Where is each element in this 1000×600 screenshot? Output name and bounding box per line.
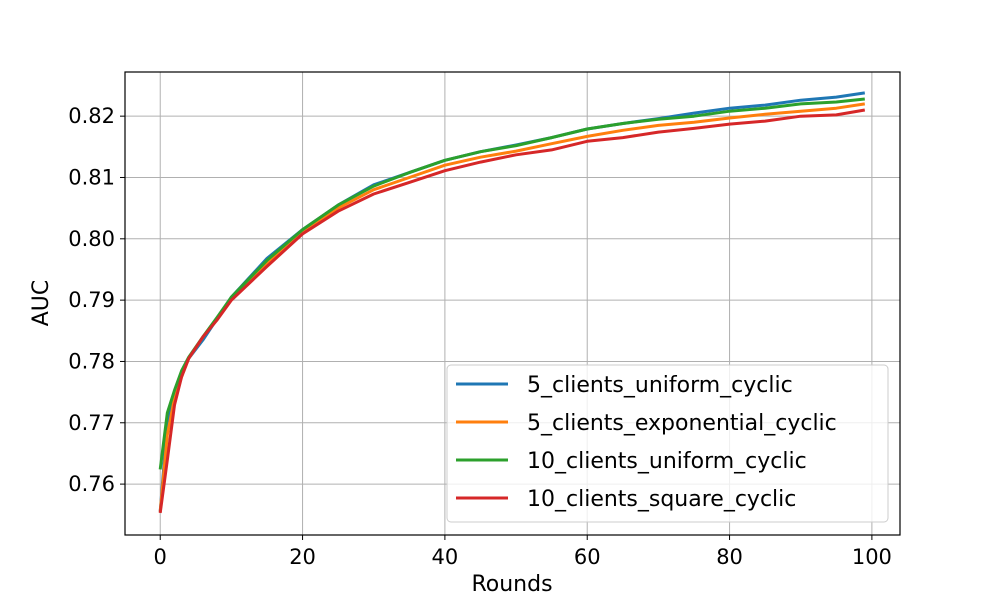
x-tick-label: 20 [289, 545, 316, 569]
series-line-10_clients_square_cyclic [158, 108, 866, 514]
x-axis-label: Rounds [471, 572, 552, 597]
legend-box [446, 364, 889, 523]
y-axis-label: AUC [29, 280, 54, 327]
legend: 5_clients_uniform_cyclic 5_clients_expone… [446, 364, 889, 523]
legend-label: 5_clients_uniform_cyclic [527, 373, 793, 398]
series-lines [158, 91, 866, 514]
legend-label: 10_clients_square_cyclic [527, 487, 796, 512]
x-tick-label: 0 [154, 545, 167, 569]
y-tick-label: 0.80 [68, 227, 115, 251]
grid [125, 72, 900, 535]
y-tick-label: 0.78 [68, 349, 115, 373]
x-tick-label: 60 [574, 545, 601, 569]
plot-frame [124, 71, 901, 536]
y-tick-label: 0.81 [68, 165, 115, 189]
x-tick-label: 100 [852, 545, 892, 569]
legend-label: 10_clients_uniform_cyclic [527, 449, 807, 474]
x-tick-label: 40 [432, 545, 459, 569]
y-tick-label: 0.76 [68, 472, 115, 496]
legend-label: 5_clients_exponential_cyclic [527, 411, 837, 436]
y-tick-label: 0.82 [68, 104, 115, 128]
y-tick-label: 0.77 [68, 411, 115, 435]
x-tick-label: 80 [716, 545, 743, 569]
y-tick-label: 0.79 [68, 288, 115, 312]
ticks: 0 20 40 60 80 100 0.76 0.77 0.78 0.79 0.80 0.81 0.82 [68, 104, 892, 569]
